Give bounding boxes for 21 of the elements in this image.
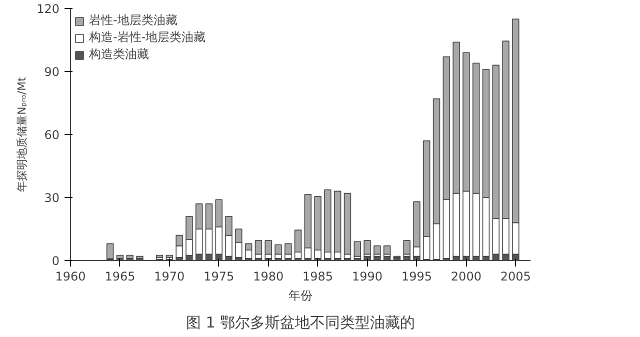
y-tick-label: 120 — [36, 2, 60, 16]
x-tick-label: 1965 — [104, 270, 136, 284]
y-axis-title: 年探明地质储量Nₚᵣₒ/Mt — [16, 76, 29, 192]
x-tick-label: 2005 — [500, 270, 531, 284]
legend-label: 构造类油藏 — [89, 46, 149, 63]
x-tick-label: 1975 — [204, 270, 234, 284]
x-tick-label: 1985 — [302, 270, 334, 284]
x-tick-label: 1990 — [352, 270, 383, 284]
caption: 图 1 鄂尔多斯盆地不同类型油藏的 — [186, 314, 416, 332]
legend-label: 岩性-地层类油藏 — [89, 12, 178, 29]
y-tick-label: 0 — [52, 254, 60, 268]
legend-label: 构造-岩性-地层类油藏 — [89, 29, 206, 46]
x-tick-label: 1960 — [55, 270, 86, 284]
y-tick-label: 60 — [44, 128, 60, 142]
x-tick-label: 2000 — [450, 270, 482, 284]
y-tick-label: 30 — [44, 191, 60, 205]
x-tick-label: 1970 — [154, 270, 185, 284]
x-axis-title: 年份 — [288, 288, 312, 302]
y-tick-label: 90 — [44, 65, 60, 79]
x-tick-label: 1980 — [253, 270, 284, 284]
x-tick-label: 1995 — [401, 270, 432, 284]
